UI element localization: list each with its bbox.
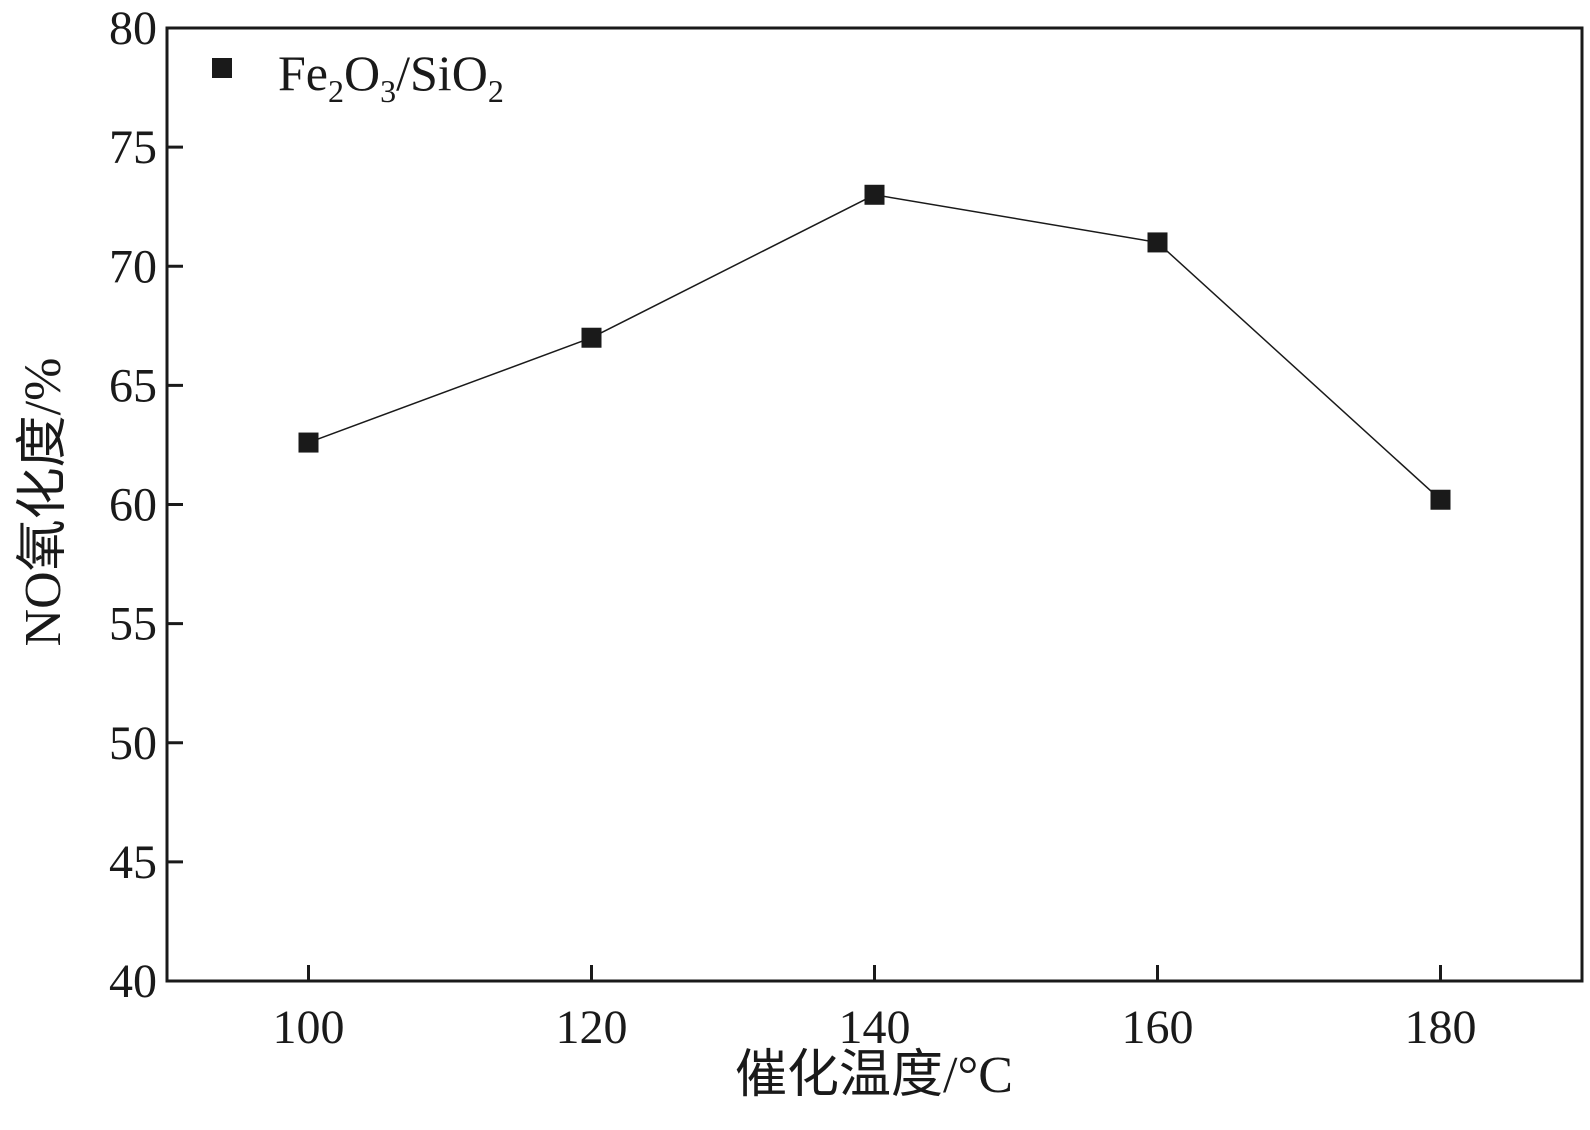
y-tick-label-40: 40 <box>109 955 157 1008</box>
x-tick-label-140: 140 <box>839 1001 911 1054</box>
x-axis-title: 催化温度/°C <box>735 1047 1013 1104</box>
x-tick-label-160: 160 <box>1122 1001 1194 1054</box>
y-axis-title: NO氧化度/% <box>15 358 72 647</box>
y-tick-label-45: 45 <box>109 836 157 889</box>
plot-frame <box>165 26 1584 983</box>
data-point-180 <box>1430 489 1451 510</box>
data-point-140 <box>864 184 885 205</box>
x-axis: 100 120 140 160 180 <box>273 965 1477 1054</box>
series-layer <box>298 184 1451 510</box>
x-tick-label-100: 100 <box>273 1001 345 1054</box>
y-axis: 40 45 50 55 60 65 70 75 80 <box>109 2 183 1008</box>
y-tick-label-60: 60 <box>109 479 157 532</box>
y-tick-label-70: 70 <box>109 240 157 293</box>
x-tick-label-180: 180 <box>1405 1001 1477 1054</box>
series-line-0 <box>308 193 1442 501</box>
y-tick-label-75: 75 <box>109 121 157 174</box>
data-point-160 <box>1147 232 1168 253</box>
legend: Fe2O3/SiO2 <box>212 45 504 109</box>
y-tick-label-55: 55 <box>109 598 157 651</box>
x-tick-label-120: 120 <box>556 1001 628 1054</box>
y-tick-label-50: 50 <box>109 717 157 770</box>
legend-marker <box>212 58 232 78</box>
data-point-120 <box>581 327 602 348</box>
y-tick-label-65: 65 <box>109 359 157 412</box>
data-point-100 <box>298 432 319 453</box>
y-tick-label-80: 80 <box>109 2 157 55</box>
legend-label: Fe2O3/SiO2 <box>278 45 504 109</box>
